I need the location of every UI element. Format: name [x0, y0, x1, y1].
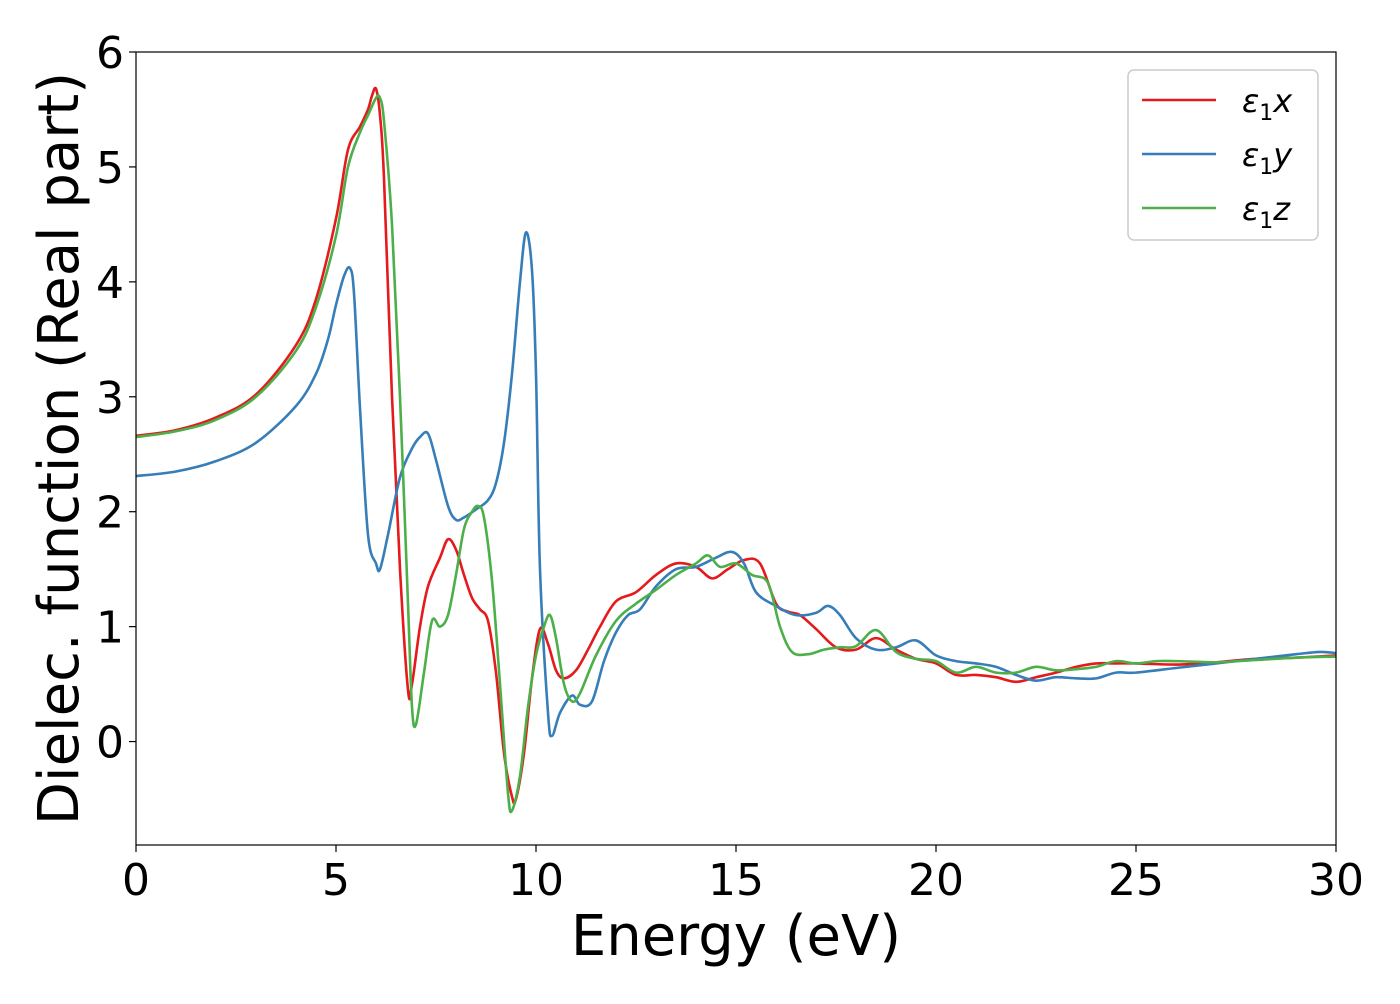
legend-label-z: ε1z [1242, 190, 1291, 234]
y-tick-label: 6 [96, 28, 124, 79]
legend: ε1x ε1y ε1z [1127, 69, 1319, 241]
x-tick-label: 25 [1108, 855, 1164, 906]
y-axis-title: Dielec. function (Real part) [27, 72, 92, 825]
x-tick-label: 0 [122, 855, 150, 906]
y-tick-label: 4 [96, 258, 124, 309]
x-tick-label: 10 [508, 855, 564, 906]
x-tick-label: 15 [708, 855, 764, 906]
x-tick-label: 30 [1308, 855, 1364, 906]
ticks-layer: 0 5 10 15 20 25 30 0 1 2 3 4 5 6 [96, 28, 1364, 906]
x-axis-title: Energy (eV) [571, 904, 901, 969]
y-tick-label: 2 [96, 488, 124, 539]
y-tick-label: 3 [96, 373, 124, 424]
y-tick-label: 0 [96, 718, 124, 769]
x-tick-label: 5 [322, 855, 350, 906]
x-tick-label: 20 [908, 855, 964, 906]
series-line-z [136, 94, 1336, 814]
y-tick-label: 5 [96, 143, 124, 194]
legend-label-y: ε1y [1242, 136, 1293, 180]
legend-box [1127, 69, 1319, 241]
series-layer [136, 86, 1336, 814]
legend-label-x: ε1x [1242, 82, 1293, 126]
series-line-y [136, 231, 1336, 738]
y-tick-label: 1 [96, 603, 124, 654]
series-line-x [136, 86, 1336, 805]
